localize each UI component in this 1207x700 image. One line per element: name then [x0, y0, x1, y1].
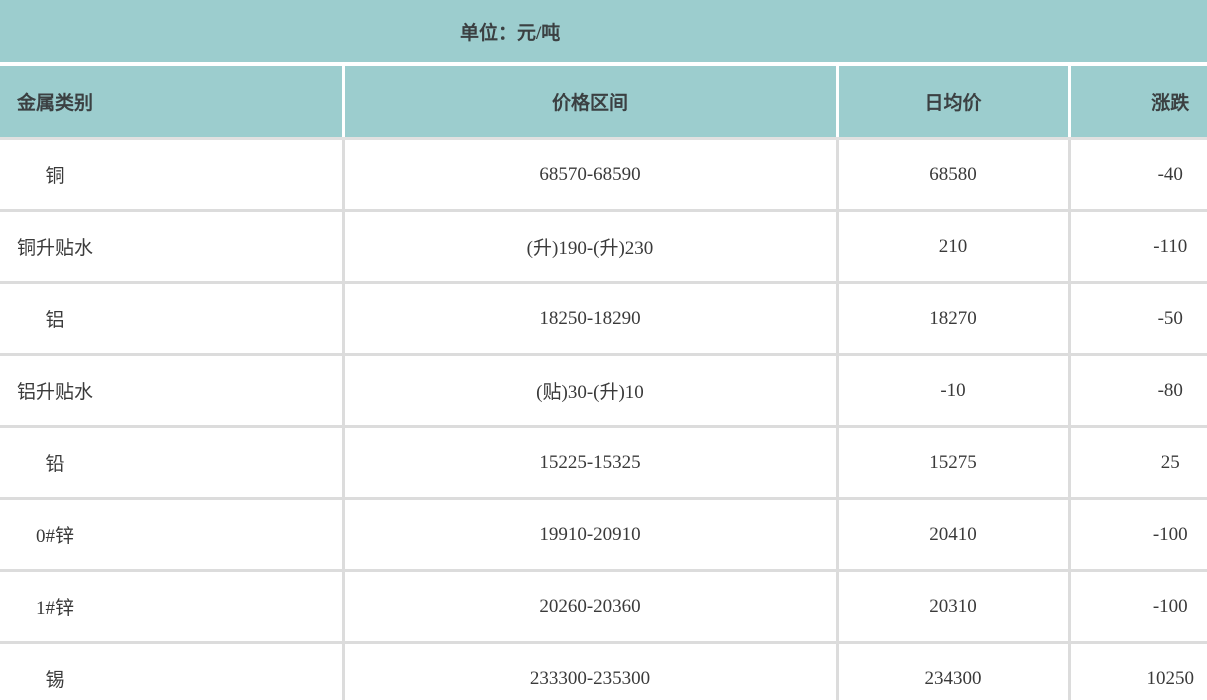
cell-change: -100: [1069, 498, 1207, 572]
table-body: 铜 68570-68590 68580 -40 铜升贴水 (升)190-(升)230 210…: [0, 138, 1207, 700]
metal-category-label: 铝: [45, 310, 65, 331]
table-row: 铝升贴水 (贴)30-(升)10 -10 -80: [0, 354, 1207, 428]
cell-metal-category: 铝升贴水: [0, 354, 345, 428]
header-price-range: 价格区间: [343, 66, 839, 140]
header-change: 涨跌: [1069, 66, 1207, 140]
cell-metal-category: 铜升贴水: [0, 210, 345, 284]
cell-change: 10250: [1069, 642, 1207, 700]
cell-change: 25: [1069, 426, 1207, 500]
metal-category-label: 铜升贴水: [16, 238, 93, 259]
cell-change: -100: [1069, 570, 1207, 644]
table-row: 铜升贴水 (升)190-(升)230 210 -110: [0, 210, 1207, 284]
cell-price-range: 20260-20360: [343, 570, 839, 644]
unit-label: 单位：元/吨: [460, 22, 561, 44]
cell-price-range: 18250-18290: [343, 282, 839, 356]
metal-category-label: 0#锌: [35, 526, 74, 547]
cell-daily-average: 20310: [837, 570, 1071, 644]
cell-metal-category: 1#锌: [0, 570, 345, 644]
metal-category-label: 锡: [45, 670, 65, 691]
header-metal-category: 金属类别: [0, 66, 345, 140]
table-row: 锡 233300-235300 234300 10250: [0, 642, 1207, 700]
cell-price-range: (贴)30-(升)10: [343, 354, 839, 428]
table-row: 1#锌 20260-20360 20310 -100: [0, 570, 1207, 644]
unit-banner: 单位：元/吨: [0, 0, 1207, 62]
cell-daily-average: -10: [837, 354, 1071, 428]
metal-category-label: 铅: [45, 454, 65, 475]
table-row: 铜 68570-68590 68580 -40: [0, 138, 1207, 212]
table-row: 铝 18250-18290 18270 -50: [0, 282, 1207, 356]
header-row: 金属类别 价格区间 日均价 涨跌: [0, 66, 1207, 140]
header-daily-average: 日均价: [837, 66, 1071, 140]
cell-daily-average: 20410: [837, 498, 1071, 572]
cell-metal-category: 锡: [0, 642, 345, 700]
cell-change: -50: [1069, 282, 1207, 356]
cell-change: -40: [1069, 138, 1207, 212]
table-row: 铅 15225-15325 15275 25: [0, 426, 1207, 500]
cell-change: -110: [1069, 210, 1207, 284]
cell-change: -80: [1069, 354, 1207, 428]
cell-daily-average: 234300: [837, 642, 1071, 700]
metal-price-table: 金属类别 价格区间 日均价 涨跌 铜 68570-68590 68580 -40 铜升贴…: [0, 66, 1207, 700]
header-metal-category-label: 金属类别: [16, 93, 93, 114]
cell-daily-average: 68580: [837, 138, 1071, 212]
cell-daily-average: 210: [837, 210, 1071, 284]
metal-category-label: 1#锌: [35, 598, 74, 619]
cell-daily-average: 18270: [837, 282, 1071, 356]
cell-price-range: 15225-15325: [343, 426, 839, 500]
cell-metal-category: 铜: [0, 138, 345, 212]
cell-price-range: 233300-235300: [343, 642, 839, 700]
cell-price-range: (升)190-(升)230: [343, 210, 839, 284]
cell-metal-category: 铝: [0, 282, 345, 356]
cell-price-range: 19910-20910: [343, 498, 839, 572]
cell-price-range: 68570-68590: [343, 138, 839, 212]
metal-category-label: 铝升贴水: [16, 382, 93, 403]
cell-metal-category: 铅: [0, 426, 345, 500]
metal-category-label: 铜: [45, 166, 65, 187]
table-row: 0#锌 19910-20910 20410 -100: [0, 498, 1207, 572]
cell-metal-category: 0#锌: [0, 498, 345, 572]
cell-daily-average: 15275: [837, 426, 1071, 500]
